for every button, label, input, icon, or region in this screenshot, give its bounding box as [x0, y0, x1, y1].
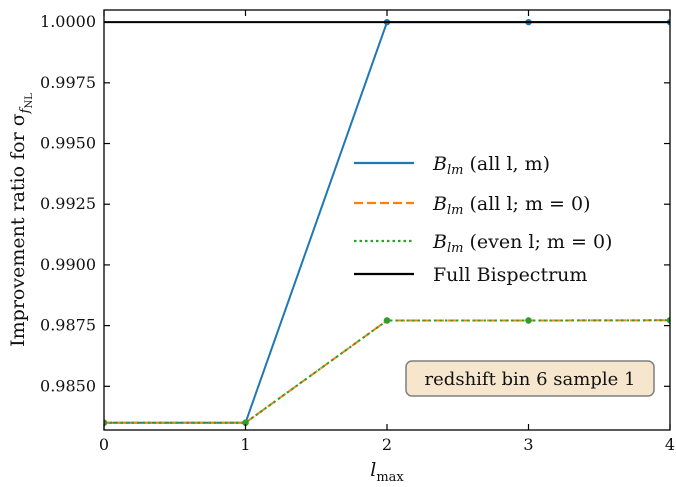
x-tick-label: 2	[382, 435, 392, 454]
y-tick-label: 0.9875	[40, 316, 96, 335]
data-point	[525, 317, 532, 324]
legend-label-series-2: Blm (all l; m = 0)	[432, 193, 590, 218]
annotation-text: redshift bin 6 sample 1	[425, 369, 636, 390]
x-tick-label: 0	[99, 435, 109, 454]
y-tick-label: 0.9975	[40, 73, 96, 92]
y-axis-label: Improvement ratio for σfNL	[7, 93, 35, 347]
data-point	[242, 419, 249, 426]
x-tick-label: 3	[523, 435, 533, 454]
data-point	[104, 419, 108, 426]
legend: Blm (all l, m) Blm (all l; m = 0) Blm (e…	[354, 153, 612, 286]
data-point	[666, 317, 670, 324]
legend-entry: Blm (even l; m = 0)	[354, 231, 612, 256]
legend-label-series-1: Blm (all l, m)	[432, 153, 550, 178]
legend-entry: Full Bispectrum	[354, 264, 587, 286]
y-tick-label: 0.9850	[40, 376, 96, 395]
x-tick-label: 4	[665, 435, 675, 454]
y-tick-label: 1.0000	[40, 12, 96, 31]
legend-entry: Blm (all l; m = 0)	[354, 193, 590, 218]
x-axis-label: lmax	[370, 459, 404, 485]
annotation-background	[405, 360, 655, 397]
legend-label-series-3: Blm (even l; m = 0)	[432, 231, 612, 256]
data-point	[383, 317, 391, 324]
series-line-3	[104, 319, 670, 424]
x-tick-label: 1	[240, 435, 250, 454]
legend-entry: Blm (all l, m)	[354, 153, 550, 178]
chart-marks	[104, 18, 670, 426]
annotation-box: redshift bin 6 sample 1	[405, 360, 655, 397]
y-tick-label: 0.9900	[40, 255, 96, 274]
y-tick-label: 0.9925	[40, 194, 96, 213]
y-tick-label: 0.9950	[40, 134, 96, 153]
axis-ticks: 0 1 2 3 4 0.9850 0.9875 0.9900 0.9925 0.9950 0.997…	[40, 10, 675, 454]
legend-label-series-4: Full Bispectrum	[433, 264, 587, 286]
